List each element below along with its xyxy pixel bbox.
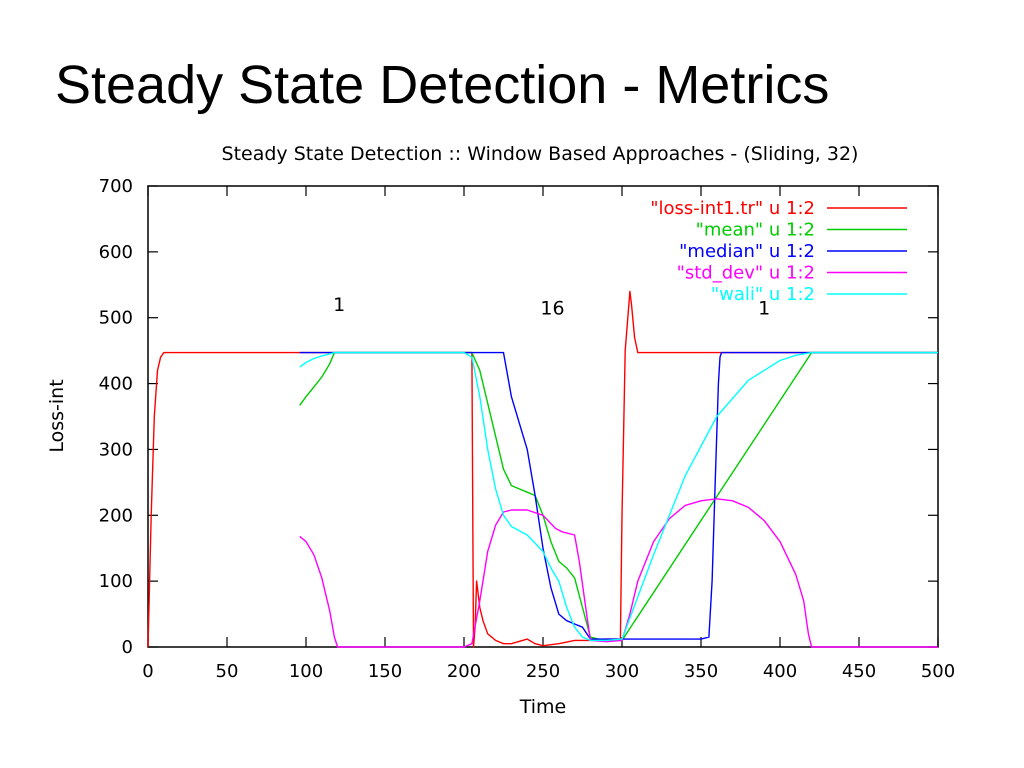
series-line [299,351,938,642]
x-tick-label: 450 [842,661,876,682]
y-tick-label: 100 [99,571,133,592]
annotation-label: 1 [333,294,345,316]
x-tick-label: 400 [763,661,797,682]
series-line [147,290,938,648]
y-tick-label: 500 [99,308,133,329]
legend-label: "std_dev" u 1:2 [677,263,815,284]
y-tick-label: 0 [122,637,133,658]
legend-label: "wali" u 1:2 [711,284,815,305]
series-line [299,498,938,648]
x-tick-label: 150 [368,661,402,682]
x-tick-label: 100 [289,661,323,682]
x-tick-label: 300 [605,661,639,682]
annotation-label: 1 [758,297,770,319]
y-tick-label: 200 [99,505,133,526]
y-tick-label: 600 [99,242,133,263]
y-axis-label: Loss-int [46,379,68,452]
x-tick-label: 50 [216,661,239,682]
series-line [299,351,938,642]
x-tick-label: 350 [684,661,718,682]
x-tick-label: 200 [447,661,481,682]
x-tick-label: 500 [921,661,955,682]
slide-title: Steady State Detection - Metrics [55,55,830,115]
x-tick-label: 250 [526,661,560,682]
series-line [299,351,938,640]
y-tick-label: 400 [99,374,133,395]
legend-label: "mean" u 1:2 [696,220,815,241]
y-tick-label: 700 [99,176,133,197]
x-tick-label: 0 [142,661,153,682]
x-axis-label: Time [519,696,567,718]
annotation-label: 16 [540,297,564,319]
y-tick-label: 300 [99,439,133,460]
legend: "loss-int1.tr" u 1:2"mean" u 1:2"median"… [650,198,907,305]
legend-label: "median" u 1:2 [679,241,815,262]
plot-frame [147,185,939,648]
legend-label: "loss-int1.tr" u 1:2 [650,198,815,219]
chart-title: Steady State Detection :: Window Based A… [222,143,859,165]
